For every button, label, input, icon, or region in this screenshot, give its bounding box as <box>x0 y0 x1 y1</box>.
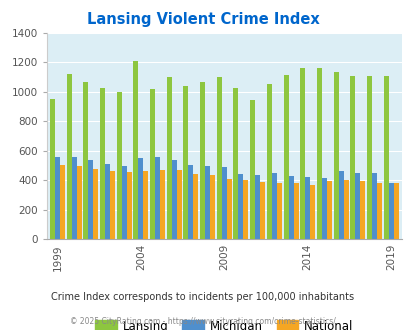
Text: © 2025 CityRating.com - https://www.cityrating.com/crime-statistics/: © 2025 CityRating.com - https://www.city… <box>70 317 335 326</box>
Bar <box>60 165 65 239</box>
Bar <box>193 174 198 239</box>
Bar <box>155 157 160 239</box>
Bar <box>366 77 371 239</box>
Bar <box>100 87 105 239</box>
Bar <box>316 68 321 239</box>
Bar <box>359 181 364 239</box>
Bar <box>293 183 298 239</box>
Bar <box>200 82 205 239</box>
Legend: Lansing, Michigan, National: Lansing, Michigan, National <box>90 315 357 330</box>
Bar <box>233 87 238 239</box>
Bar <box>160 170 165 239</box>
Bar <box>105 164 110 239</box>
Bar <box>326 181 331 239</box>
Bar <box>276 182 281 239</box>
Bar <box>210 175 215 239</box>
Bar <box>72 157 77 239</box>
Bar <box>254 175 260 239</box>
Bar <box>350 76 354 239</box>
Bar <box>221 167 226 239</box>
Bar <box>205 166 210 239</box>
Bar <box>249 100 254 239</box>
Bar <box>66 74 72 239</box>
Bar <box>83 82 88 239</box>
Bar <box>126 172 132 239</box>
Bar <box>299 68 305 239</box>
Bar <box>226 179 231 239</box>
Bar <box>305 177 309 239</box>
Bar <box>333 72 338 239</box>
Bar <box>176 170 181 239</box>
Bar <box>55 157 60 239</box>
Bar <box>392 183 398 239</box>
Bar <box>283 75 288 239</box>
Bar <box>88 160 93 239</box>
Bar <box>188 165 193 239</box>
Bar <box>388 182 392 239</box>
Text: Lansing Violent Crime Index: Lansing Violent Crime Index <box>86 12 319 26</box>
Bar <box>321 178 326 239</box>
Bar <box>338 172 343 239</box>
Bar <box>110 171 115 239</box>
Bar <box>354 173 359 239</box>
Bar <box>166 77 171 239</box>
Bar <box>243 180 248 239</box>
Bar <box>309 185 314 239</box>
Bar <box>266 84 271 239</box>
Bar <box>216 77 221 239</box>
Bar <box>117 92 121 239</box>
Bar <box>143 171 148 239</box>
Bar <box>183 86 188 239</box>
Bar <box>238 174 243 239</box>
Bar <box>122 166 126 239</box>
Bar <box>383 77 388 239</box>
Bar <box>93 169 98 239</box>
Bar <box>371 173 376 239</box>
Bar <box>133 61 138 239</box>
Bar <box>138 158 143 239</box>
Bar <box>288 176 293 239</box>
Bar <box>260 182 264 239</box>
Text: Crime Index corresponds to incidents per 100,000 inhabitants: Crime Index corresponds to incidents per… <box>51 292 354 302</box>
Bar <box>271 173 276 239</box>
Bar <box>50 99 55 239</box>
Bar <box>171 160 176 239</box>
Bar <box>343 180 348 239</box>
Bar <box>77 166 81 239</box>
Bar <box>376 183 381 239</box>
Bar <box>150 89 155 239</box>
